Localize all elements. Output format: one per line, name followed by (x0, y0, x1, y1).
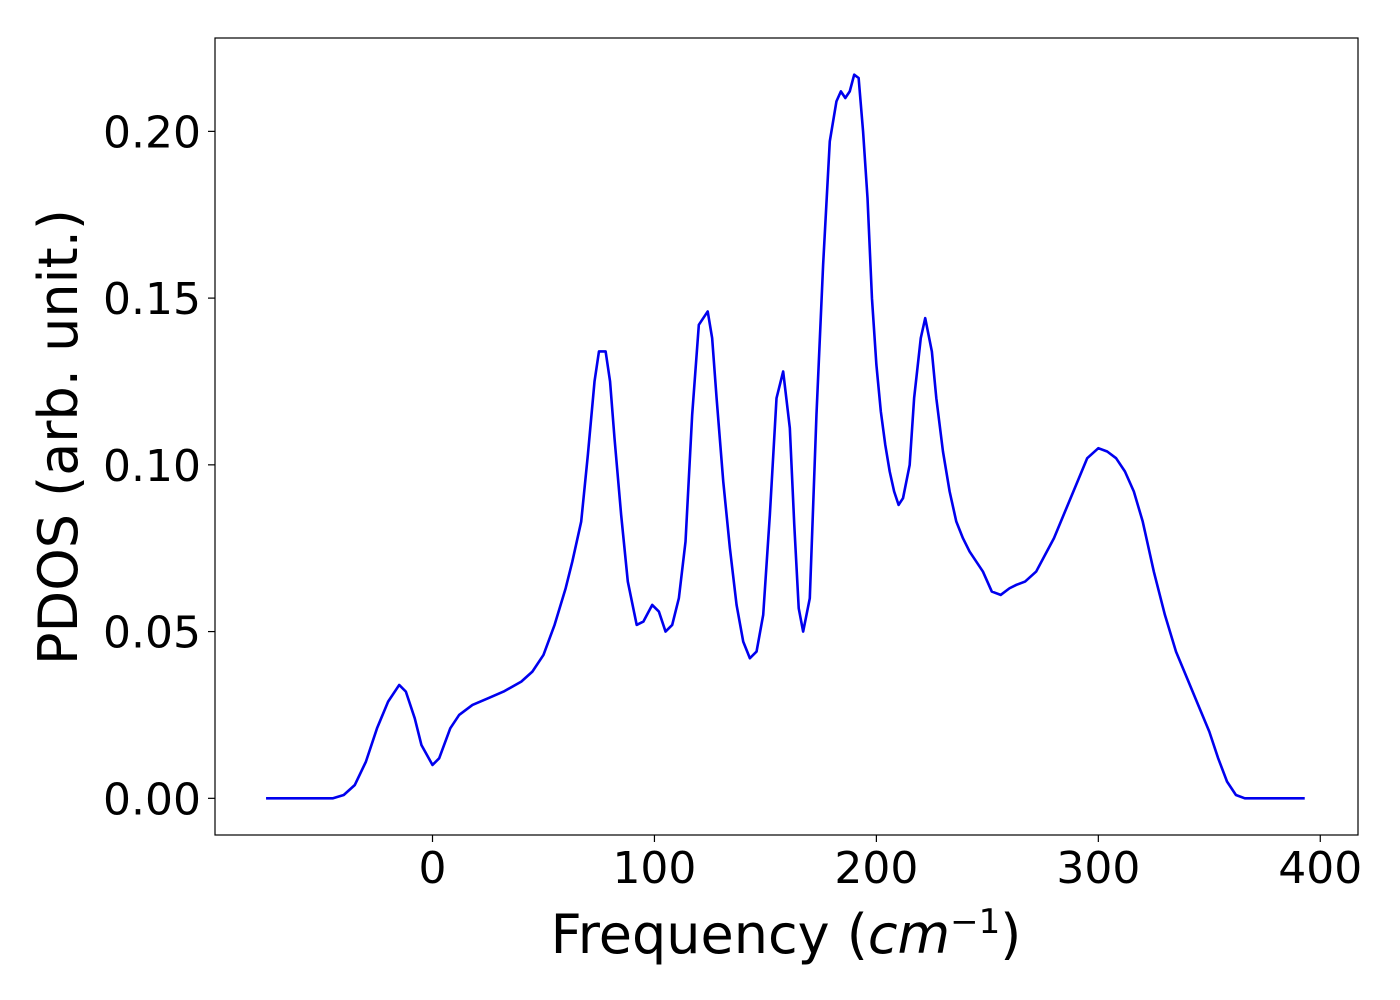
x-tick-label: 100 (612, 843, 696, 894)
y-tick-label: 0.05 (103, 608, 201, 659)
x-tick-label: 200 (834, 843, 918, 894)
x-tick-label: 0 (419, 843, 447, 894)
x-tick-label: 400 (1278, 843, 1362, 894)
y-tick-label: 0.00 (103, 774, 201, 825)
y-tick-label: 0.15 (103, 274, 201, 325)
y-axis-label: PDOS (arb. unit.) (27, 209, 90, 665)
y-tick-label: 0.10 (103, 441, 201, 492)
x-axis-ticks: 0 100 200 300 400 (419, 835, 1362, 894)
y-tick-label: 0.20 (103, 107, 201, 158)
pdos-series-line (266, 73, 1305, 800)
x-tick-label: 300 (1056, 843, 1140, 894)
y-axis-ticks: 0.00 0.05 0.10 0.15 0.20 (103, 107, 215, 825)
plot-frame (214, 37, 1359, 836)
x-axis-label: Frequency (cm−1) (551, 902, 1022, 966)
